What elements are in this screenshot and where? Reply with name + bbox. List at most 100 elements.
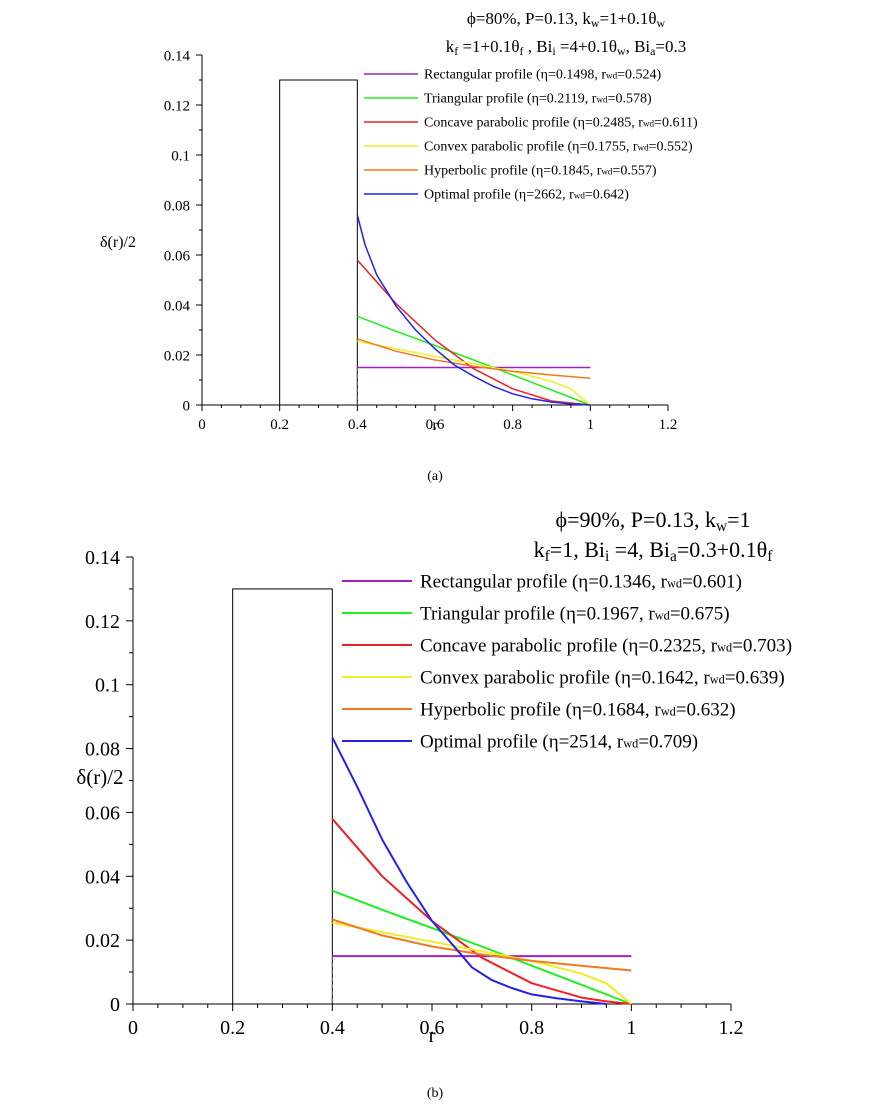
subscript: w <box>716 518 728 535</box>
x-tick-label: 0.4 <box>320 1017 345 1039</box>
subscript: f <box>545 548 551 565</box>
legend-text: ) <box>778 667 784 688</box>
legend-text: =0.632 <box>676 699 729 720</box>
x-tick-label: 0.8 <box>519 1017 544 1039</box>
panel-label: (b) <box>427 1086 444 1101</box>
y-tick-label: 0 <box>183 398 191 414</box>
legend-text: , r <box>626 140 638 155</box>
series-line-triangular-profile <box>357 315 591 406</box>
legend-entry: Optimal profile (η=2662, rwd=0.642) <box>424 188 629 203</box>
x-axis-label: r <box>432 417 438 434</box>
legend-text: Convex parabolic profile <box>424 140 564 155</box>
legend-text: η=0.1845 <box>536 164 590 179</box>
legend-text: Convex parabolic profile <box>420 667 610 688</box>
heat-pipe-wall-block <box>279 79 358 406</box>
x-tick-label: 0.4 <box>348 417 367 433</box>
legend-text: , r <box>645 699 662 720</box>
legend-text: Hyperbolic profile <box>420 699 561 720</box>
legend-text: ) <box>647 92 652 107</box>
series-line-optimal-profile <box>356 214 591 406</box>
x-tick-label: 0.2 <box>270 417 289 433</box>
subscript: w <box>657 16 666 30</box>
legend-entry: Convex parabolic profile (η=0.1755, rwd=… <box>424 140 693 155</box>
legend-subscript: wd <box>596 95 608 105</box>
legend-text: =0.639 <box>725 667 778 688</box>
subscript: a <box>650 44 656 58</box>
subscript: f <box>767 548 773 565</box>
legend-text: Hyperbolic profile <box>424 164 528 179</box>
x-axis-label: r <box>429 1023 436 1047</box>
legend-text: η=2662 <box>519 188 562 203</box>
subscript: i <box>552 44 556 58</box>
subtitle-part: k <box>534 537 545 562</box>
y-tick-label: 0.06 <box>85 802 120 824</box>
legend-text: η=0.1755 <box>572 140 626 155</box>
legend-text: , r <box>585 92 597 107</box>
series-line-hyperbolic-profile <box>357 338 591 380</box>
legend-text: =0.524 <box>617 68 656 83</box>
legend-subscript: wd <box>655 608 671 622</box>
legend-subscript: wd <box>601 167 613 177</box>
legend-text: , r <box>639 603 656 624</box>
legend-subscript: wd <box>717 640 733 654</box>
series-line-convex-parabolic-profile <box>332 921 632 1005</box>
chart-panel-b: 0 0.2 0.4 0.6 0.8 1 1.2 0 0.02 0.04 0.06 0.08 0.1 0.1… <box>76 507 792 1101</box>
y-tick-label: 0.1 <box>171 148 190 164</box>
legend-entry: Rectangular profile (η=0.1498, rwd=0.524… <box>424 68 662 83</box>
legend-text: =0.557 <box>612 164 651 179</box>
legend-text: Optimal profile <box>424 188 511 203</box>
legend-entry: Convex parabolic profile (η=0.1642, rwd=… <box>420 667 785 688</box>
legend-text: , r <box>590 164 602 179</box>
series-line-concave-parabolic-profile <box>331 818 632 1005</box>
y-tick-label: 0.08 <box>85 739 120 761</box>
chart-subtitle-line: ϕ=90%, P=0.13, kw=1 <box>555 507 750 535</box>
legend-text: ( <box>538 731 549 752</box>
subscript: f <box>520 44 524 58</box>
legend-subscript: wd <box>623 736 639 750</box>
y-tick-label: 0.02 <box>85 930 120 952</box>
legend-text: ( <box>610 667 621 688</box>
legend-text: =0.642 <box>585 188 624 203</box>
legend-text: ( <box>567 571 578 592</box>
legend-subscript: wd <box>710 672 726 686</box>
x-tick-label: 1 <box>587 417 595 433</box>
subtitle-part: =4+0.1θ <box>556 37 617 56</box>
y-tick-label: 0.1 <box>95 675 120 697</box>
legend-text: ) <box>736 571 742 592</box>
x-tick-label: 0 <box>198 417 206 433</box>
x-tick-label: 1 <box>626 1017 636 1039</box>
legend-text: Rectangular profile <box>420 571 567 592</box>
subtitle-part: =0.3+0.1θ <box>677 537 767 562</box>
legend-text: ) <box>624 188 629 203</box>
subtitle-part: =0.3 <box>655 37 686 56</box>
legend-entry: Hyperbolic profile (η=0.1845, rwd=0.557) <box>424 164 657 179</box>
y-tick-label: 0.06 <box>164 248 191 264</box>
subtitle-part: =1+0.1θ <box>458 37 519 56</box>
legend-text: ( <box>564 140 573 155</box>
legend-text: Triangular profile <box>420 603 555 624</box>
legend-subscript: wd <box>643 119 655 129</box>
subscript: w <box>617 44 626 58</box>
x-tick-label: 0.2 <box>220 1017 245 1039</box>
subtitle-part: =1, Bi <box>550 537 605 562</box>
legend-text: ) <box>652 164 657 179</box>
subscript: w <box>591 16 600 30</box>
series-line-triangular-profile <box>331 889 632 1005</box>
x-tick-label: 1.2 <box>719 1017 744 1039</box>
legend-text: η=0.2325 <box>628 635 701 656</box>
legend-entry: Triangular profile (η=0.2119, rwd=0.578) <box>424 92 652 107</box>
legend-text: , r <box>694 667 711 688</box>
legend-text: Rectangular profile <box>424 68 532 83</box>
subscript: f <box>454 44 458 58</box>
legend-text: , r <box>607 731 624 752</box>
legend-text: Concave parabolic profile <box>420 635 617 656</box>
legend-text: ( <box>617 635 628 656</box>
x-tick-label: 0.6 <box>420 1017 445 1039</box>
legend-text: ( <box>528 164 537 179</box>
y-tick-label: 0.04 <box>85 866 120 888</box>
legend-text: =0.611 <box>654 116 693 131</box>
legend-text: ) <box>729 699 735 720</box>
legend-text: ( <box>555 603 566 624</box>
panel-label: (a) <box>427 469 443 484</box>
